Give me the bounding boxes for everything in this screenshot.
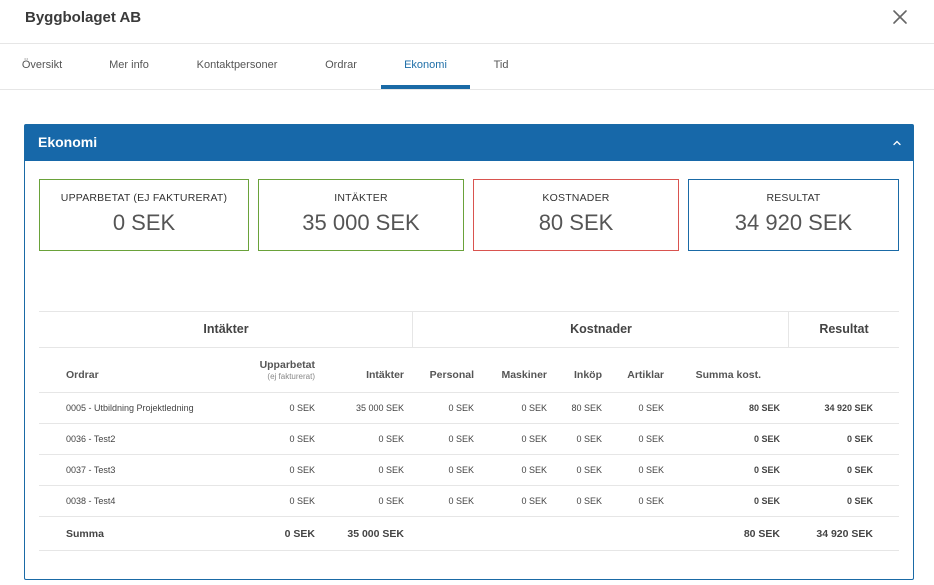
close-icon[interactable] — [889, 6, 911, 28]
card-label: KOSTNADER — [542, 192, 610, 204]
tab-bar: Översikt Mer info Kontaktpersoner Ordrar… — [0, 45, 934, 90]
cell-artiklar: 0 SEK — [638, 403, 664, 413]
col-header-ordrar: Ordrar — [66, 369, 99, 381]
cell-summa-kost: 80 SEK — [748, 403, 780, 413]
cell-intakter: 0 SEK — [378, 465, 404, 475]
card-value: 34 920 SEK — [734, 210, 853, 235]
sum-resultat: 34 920 SEK — [816, 528, 873, 540]
card-label: INTÄKTER — [334, 192, 388, 204]
panel-header[interactable]: Ekonomi — [25, 125, 913, 161]
col-header-inkop: Inköp — [574, 369, 602, 381]
table-bottom-border — [39, 550, 899, 551]
cell-artiklar: 0 SEK — [638, 496, 664, 506]
cell-artiklar: 0 SEK — [638, 465, 664, 475]
cell-order: 0038 - Test4 — [66, 496, 116, 506]
cell-summa-kost: 0 SEK — [753, 465, 780, 475]
cell-upparbetat: 0 SEK — [289, 403, 315, 413]
sum-label: Summa — [66, 528, 104, 540]
card-value: 80 SEK — [538, 210, 614, 235]
card-resultat: RESULTAT 34 920 SEK — [688, 179, 899, 251]
cell-resultat: 0 SEK — [846, 434, 873, 444]
tab-mer-info[interactable]: Mer info — [109, 59, 149, 71]
cell-artiklar: 0 SEK — [638, 434, 664, 444]
col-header-upparbetat-sub: (ej fakturerat) — [267, 372, 315, 381]
cell-resultat: 0 SEK — [846, 465, 873, 475]
col-header-summa-kost: Summa kost. — [695, 369, 761, 381]
col-header-personal: Personal — [429, 369, 474, 381]
card-value: 35 000 SEK — [302, 210, 420, 235]
cell-inkop: 0 SEK — [576, 496, 602, 506]
group-header-intakter: Intäkter — [39, 311, 413, 348]
cell-order: 0005 - Utbildning Projektledning — [66, 403, 194, 413]
card-label: UPPARBETAT (EJ FAKTURERAT) — [60, 192, 228, 204]
tab-ekonomi[interactable]: Ekonomi — [381, 45, 470, 89]
cell-summa-kost: 0 SEK — [753, 434, 780, 444]
cell-intakter: 35 000 SEK — [355, 403, 404, 413]
sum-summa-kost: 80 SEK — [743, 528, 780, 540]
group-header-resultat: Resultat — [788, 311, 899, 348]
panel-title: Ekonomi — [38, 134, 98, 150]
col-header-intakter: Intäkter — [366, 369, 404, 381]
table-row: 0005 - Utbildning Projektledning 0 SEK 3… — [39, 392, 899, 423]
cell-resultat: 34 920 SEK — [824, 403, 873, 413]
card-label: RESULTAT — [766, 192, 821, 204]
dialog-header: Byggbolaget AB — [0, 0, 934, 44]
tab-tid[interactable]: Tid — [493, 59, 509, 71]
card-kostnader: KOSTNADER 80 SEK — [473, 179, 679, 251]
cell-inkop: 80 SEK — [571, 403, 602, 413]
sum-intakter: 35 000 SEK — [347, 528, 404, 540]
col-header-artiklar: Artiklar — [627, 369, 664, 381]
group-header-kostnader: Kostnader — [412, 311, 789, 348]
tab-kontaktpersoner[interactable]: Kontaktpersoner — [196, 59, 278, 71]
cell-personal: 0 SEK — [448, 434, 474, 444]
cell-upparbetat: 0 SEK — [289, 496, 315, 506]
ekonomi-panel: Ekonomi UPPARBETAT (EJ FAKTURERAT) 0 SEK… — [24, 124, 914, 580]
tab-oversikt[interactable]: Översikt — [21, 59, 63, 71]
cell-maskiner: 0 SEK — [521, 403, 547, 413]
cell-upparbetat: 0 SEK — [289, 434, 315, 444]
cell-inkop: 0 SEK — [576, 434, 602, 444]
cell-personal: 0 SEK — [448, 465, 474, 475]
cell-intakter: 0 SEK — [378, 496, 404, 506]
cell-intakter: 0 SEK — [378, 434, 404, 444]
card-intakter: INTÄKTER 35 000 SEK — [258, 179, 464, 251]
col-header-maskiner: Maskiner — [501, 369, 547, 381]
cell-maskiner: 0 SEK — [521, 496, 547, 506]
cell-upparbetat: 0 SEK — [289, 465, 315, 475]
cell-personal: 0 SEK — [448, 403, 474, 413]
col-header-upparbetat: Upparbetat — [259, 359, 315, 371]
cell-maskiner: 0 SEK — [521, 434, 547, 444]
card-value: 0 SEK — [112, 210, 176, 235]
cell-inkop: 0 SEK — [576, 465, 602, 475]
tab-ordrar[interactable]: Ordrar — [325, 59, 357, 71]
table-row: 0036 - Test2 0 SEK 0 SEK 0 SEK 0 SEK 0 S… — [39, 423, 899, 454]
cell-personal: 0 SEK — [448, 496, 474, 506]
dialog-title: Byggbolaget AB — [25, 9, 142, 26]
cell-order: 0036 - Test2 — [66, 434, 116, 444]
table-row: 0037 - Test3 0 SEK 0 SEK 0 SEK 0 SEK 0 S… — [39, 454, 899, 485]
cell-order: 0037 - Test3 — [66, 465, 116, 475]
cell-maskiner: 0 SEK — [521, 465, 547, 475]
card-upparbetat: UPPARBETAT (EJ FAKTURERAT) 0 SEK — [39, 179, 249, 251]
chevron-up-icon[interactable] — [891, 137, 903, 149]
cell-resultat: 0 SEK — [846, 496, 873, 506]
table-row: 0038 - Test4 0 SEK 0 SEK 0 SEK 0 SEK 0 S… — [39, 485, 899, 516]
sum-row: Summa 0 SEK 35 000 SEK 80 SEK 34 920 SEK — [39, 516, 899, 550]
cell-summa-kost: 0 SEK — [753, 496, 780, 506]
sum-upparbetat: 0 SEK — [284, 528, 315, 540]
